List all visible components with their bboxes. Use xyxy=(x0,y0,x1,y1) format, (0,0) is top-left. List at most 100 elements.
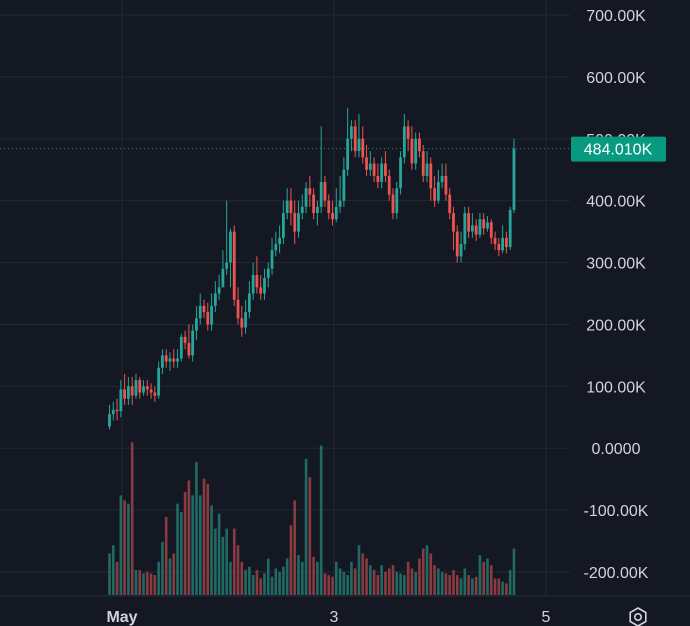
price-tick-label: 100.00K xyxy=(586,379,646,396)
candle-body xyxy=(410,138,414,164)
candle-body xyxy=(198,305,202,319)
candle-body xyxy=(202,305,206,313)
candle-body xyxy=(455,231,459,257)
candle-body xyxy=(482,219,486,229)
volume-bar xyxy=(471,578,474,595)
candle-body xyxy=(289,200,293,214)
grid-lines xyxy=(0,0,690,597)
volume-bar xyxy=(338,568,342,595)
candle-body xyxy=(172,358,176,362)
volume-bar xyxy=(369,565,372,595)
volume-bar xyxy=(183,492,187,595)
candle-body xyxy=(236,299,240,319)
candle-body xyxy=(470,225,474,232)
candle-body xyxy=(501,237,505,251)
volume-bar xyxy=(278,571,281,595)
candle-body xyxy=(361,138,365,158)
volume-bar xyxy=(350,561,353,595)
settings-icon[interactable] xyxy=(629,607,647,626)
candle-body xyxy=(368,163,372,170)
volume-bar xyxy=(119,495,123,595)
candle-body xyxy=(395,188,399,214)
volume-bar xyxy=(331,576,334,595)
volume-bar xyxy=(493,578,497,595)
last-price-tag: 484.010K xyxy=(571,136,666,162)
candle-body xyxy=(274,243,278,251)
time-tick-label: May xyxy=(106,609,137,626)
volume-bar xyxy=(455,575,459,595)
candle-body xyxy=(123,389,127,399)
volume-bar xyxy=(508,570,512,595)
volume-bar xyxy=(221,536,225,595)
volume-bar xyxy=(282,566,285,595)
volume-bar xyxy=(323,573,327,595)
volume-bar xyxy=(142,573,145,595)
volume-bar xyxy=(501,581,504,595)
volume-bar xyxy=(316,561,319,595)
candle-body xyxy=(149,389,153,393)
candle-body xyxy=(278,237,281,244)
volume-bar xyxy=(172,553,176,595)
volume-bar xyxy=(384,571,387,595)
volume-bar xyxy=(240,561,244,595)
volume-bar xyxy=(266,558,270,595)
candle-body xyxy=(372,163,376,176)
candle-body xyxy=(206,312,210,325)
candle-body xyxy=(281,213,285,238)
candle-body xyxy=(463,213,467,244)
volume-bar xyxy=(319,445,323,595)
volume-bar xyxy=(187,480,191,595)
volume-bar xyxy=(429,553,433,595)
candle-body xyxy=(232,231,236,300)
candle-body xyxy=(130,386,134,396)
candle-body xyxy=(168,358,172,362)
candle-body xyxy=(259,287,263,294)
candle-body xyxy=(210,305,213,325)
candle-body xyxy=(327,200,331,214)
candle-body xyxy=(316,206,319,214)
volume-bar xyxy=(248,566,251,595)
candle-body xyxy=(179,336,183,359)
time-axis[interactable]: May 3 5 xyxy=(106,609,550,626)
volume-bar xyxy=(406,561,410,595)
candle-body xyxy=(387,175,391,195)
candle-body xyxy=(425,163,429,176)
volume-bar xyxy=(357,545,361,595)
volume-bar xyxy=(361,553,365,595)
volume-bar xyxy=(421,548,425,595)
candle-body xyxy=(213,293,217,306)
candle-body xyxy=(225,262,229,269)
volume-bar xyxy=(297,555,300,595)
volume-bar xyxy=(138,570,142,595)
time-tick-label: 3 xyxy=(330,609,339,626)
candle-body xyxy=(134,380,138,396)
volume-bar xyxy=(161,541,164,595)
candle-body xyxy=(467,213,470,232)
volume-bar xyxy=(263,573,266,595)
volume-bar xyxy=(425,545,429,595)
candle-body xyxy=(127,386,130,399)
volume-bar xyxy=(146,571,149,595)
volume-bar xyxy=(300,561,304,595)
candle-body xyxy=(145,386,149,390)
candle-body xyxy=(300,206,304,214)
candle-body xyxy=(229,231,232,263)
volume-bar xyxy=(342,571,346,595)
volume-bar xyxy=(251,575,255,595)
volume-bar xyxy=(372,570,376,595)
volume-bar xyxy=(478,555,482,595)
candle-body xyxy=(474,225,478,235)
volume-bar xyxy=(437,568,440,595)
candle-body xyxy=(421,151,425,176)
candle-body xyxy=(448,194,452,214)
volume-bar xyxy=(486,558,489,595)
candle-body xyxy=(418,138,421,152)
candle-body xyxy=(255,274,259,288)
candle-body xyxy=(414,138,418,164)
candle-body xyxy=(376,175,380,183)
volume-bar xyxy=(433,565,436,595)
candle-body xyxy=(353,126,357,152)
price-axis[interactable]: 700.00K600.00K500.00K400.00K300.00K200.0… xyxy=(584,8,649,582)
candle-body xyxy=(440,175,444,183)
